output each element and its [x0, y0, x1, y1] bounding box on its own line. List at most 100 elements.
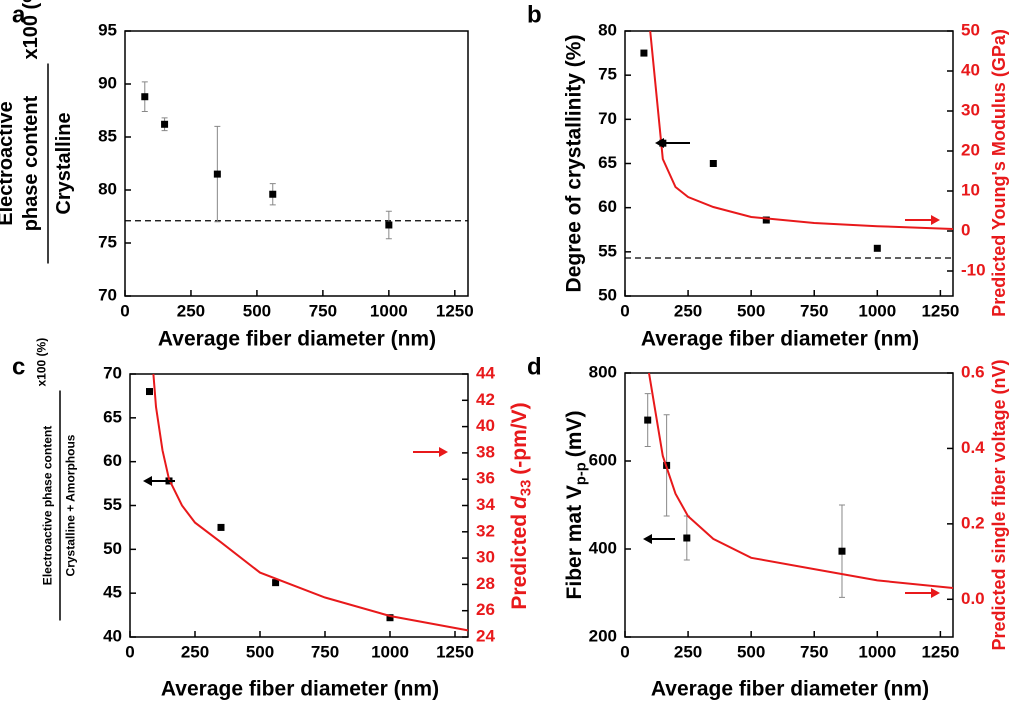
y-axis-label: Electroactive phase content Crystalline x10… [0, 0, 75, 264]
data-point [213, 170, 221, 178]
y-tick-label: 800 [589, 362, 617, 381]
y2-tick-label: 32 [476, 521, 495, 540]
y2-tick-label: 30 [476, 548, 495, 567]
y2-axis-label: Predicted Young's Modulus (GPa) [989, 29, 1009, 317]
y-tick-label: 400 [589, 538, 617, 557]
y-tick-label: 55 [598, 241, 617, 260]
y-tick-label: 200 [589, 626, 617, 645]
y-tick-label: 70 [98, 285, 117, 304]
y-tick-label: 50 [103, 539, 122, 558]
y2-tick-label: 38 [476, 442, 495, 461]
axis-label: Predicted Young's Modulus (GPa) [989, 29, 1009, 317]
y2-tick-label: -10 [961, 260, 986, 279]
x-tick-label: 1250 [436, 301, 474, 320]
panel-label: c [12, 353, 25, 380]
label-suffix: x100 (%) [20, 0, 42, 60]
y2-tick-label: 24 [476, 626, 495, 645]
axis-arrow-head [655, 138, 664, 148]
y-tick-label: 65 [598, 153, 617, 172]
y2-tick-label: 42 [476, 390, 495, 409]
y-axis-label: Fiber mat Vp-p (mV) [563, 411, 590, 600]
fit-curve [649, 30, 954, 230]
x-tick-label: 0 [620, 642, 629, 661]
fit-curve [152, 373, 469, 632]
data-point [640, 49, 648, 57]
label-denominator: Crystalline [53, 112, 75, 214]
y-tick-label: 85 [98, 126, 117, 145]
x-tick-label: 1000 [858, 301, 896, 320]
plot-frame [129, 373, 469, 638]
y2-tick-label: 0.6 [961, 362, 985, 381]
axis-label-part: p-p [573, 462, 589, 485]
plot-frame [124, 30, 469, 297]
y2-tick-label: 36 [476, 469, 495, 488]
x-tick-label: 0 [125, 642, 134, 661]
panel: a 0 250 500 750 1000 1250 70 75 80 85 90 95 Average f… [0, 0, 474, 351]
data-point [146, 388, 153, 396]
y-tick-label: 95 [98, 20, 117, 39]
x-tick-label: 1000 [858, 642, 896, 661]
y-tick-label: 65 [103, 407, 122, 426]
x-axis-label: Average fiber diameter (nm) [641, 328, 919, 351]
label-denominator: Crystalline + Amorphous [64, 434, 78, 576]
data-point [269, 190, 277, 198]
x-tick-label: 750 [800, 642, 828, 661]
data-point [385, 221, 393, 229]
axis-label: Fiber mat Vp-p (mV) [563, 411, 590, 600]
x-tick-label: 1250 [921, 642, 959, 661]
label-numerator: Electroactive phase content [41, 426, 55, 585]
fit-curve [648, 372, 954, 589]
label-suffix: x100 (%) [35, 338, 49, 387]
axis-label-part: 33 [518, 480, 534, 496]
y-tick-label: 70 [598, 109, 617, 128]
axis-arrow-head [439, 447, 448, 457]
axis-label: Degree of crystallinity (%) [563, 35, 586, 293]
axis-arrow-head [931, 588, 940, 598]
data-point [683, 534, 691, 542]
y-tick-label: 90 [98, 73, 117, 92]
y-tick-label: 75 [598, 65, 617, 84]
y2-tick-label: 0.0 [961, 589, 985, 608]
y-tick-label: 45 [103, 583, 122, 602]
x-tick-label: 0 [620, 301, 629, 320]
x-tick-label: 1000 [370, 301, 408, 320]
y2-tick-label: 40 [476, 416, 495, 435]
y2-tick-label: 40 [961, 60, 980, 79]
y2-tick-label: 30 [961, 100, 980, 119]
data-point [217, 523, 225, 531]
x-tick-label: 500 [737, 301, 765, 320]
y2-tick-label: 10 [961, 180, 980, 199]
x-tick-label: 500 [246, 642, 274, 661]
plot-frame [624, 30, 954, 297]
axis-label-part: (mV) [563, 411, 586, 458]
y2-tick-label: 0.4 [961, 438, 985, 457]
data-point [272, 579, 280, 587]
x-axis-label: Average fiber diameter (nm) [158, 328, 436, 351]
panel: c 0 250 500 750 1000 1250 40 45 50 55 60 65 70 24 26 28 3… [12, 338, 534, 701]
axis-label-part: Fiber mat V [563, 485, 586, 599]
y-axis-label: Degree of crystallinity (%) [563, 35, 586, 293]
x-tick-label: 750 [800, 301, 828, 320]
x-tick-label: 1250 [436, 642, 474, 661]
y2-tick-label: 20 [961, 140, 980, 159]
x-tick-label: 0 [120, 301, 129, 320]
axis-arrow-head [931, 215, 940, 225]
plot-frame [624, 372, 954, 638]
x-tick-label: 750 [309, 301, 337, 320]
y-tick-label: 75 [98, 232, 117, 251]
y2-tick-label: 44 [476, 363, 495, 382]
y-tick-label: 70 [103, 363, 122, 382]
panel-label: b [527, 1, 542, 28]
axis-arrow-head [143, 476, 152, 486]
x-axis-label: Average fiber diameter (nm) [651, 678, 929, 701]
y2-tick-label: 50 [961, 20, 980, 39]
x-tick-label: 750 [311, 642, 339, 661]
y2-tick-label: 34 [476, 495, 495, 514]
y-tick-label: 55 [103, 495, 122, 514]
x-tick-label: 1000 [371, 642, 409, 661]
y2-tick-label: 0 [961, 220, 970, 239]
y2-tick-label: 0.2 [961, 513, 985, 532]
y2-tick-label: 26 [476, 600, 495, 619]
x-tick-label: 500 [737, 642, 765, 661]
